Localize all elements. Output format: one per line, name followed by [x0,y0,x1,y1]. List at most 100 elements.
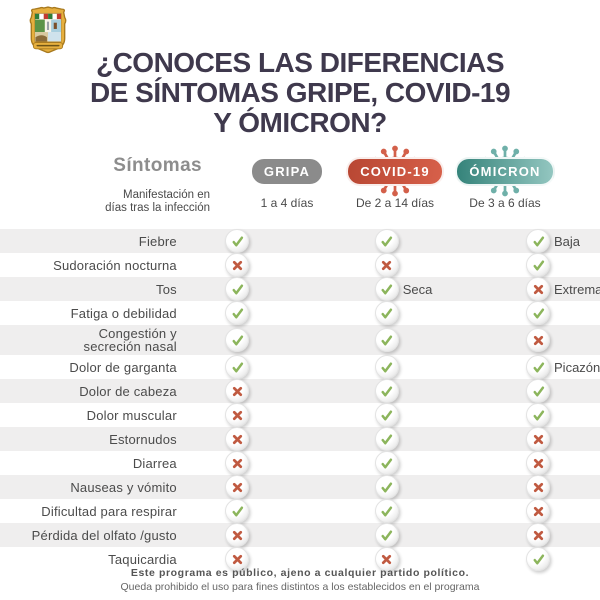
covid-cell [298,379,477,403]
mark-note: Seca [402,281,433,297]
covid-cell [298,499,477,523]
mark-badge [374,523,399,547]
mark-badge [374,499,399,523]
symptoms-header: Síntomas [113,155,202,176]
gripa-cell [177,427,298,451]
check-icon [232,284,243,294]
check-icon [533,260,544,270]
footer-disclaimer: Este programa es público, ajeno a cualqu… [0,567,600,593]
cross-icon [382,554,392,564]
cross-icon [533,284,543,294]
gripa-cell [177,277,298,301]
symptoms-table: Fiebre [0,229,600,571]
mark-badge [526,253,551,277]
covid-badge: COVID-19 [346,156,444,186]
column-header-omicron: ÓMICRON De 3 a 6 días [445,145,565,210]
check-icon [232,308,243,318]
table-row: Dolor muscular [0,403,600,427]
cross-icon [232,434,242,444]
mark-badge [526,547,551,571]
check-icon [381,386,393,396]
mark-badge [225,301,250,325]
table-row: Dificultad para respirar [0,499,600,523]
cross-icon [533,482,543,492]
symptom-label: Dolor muscular [86,407,177,423]
mark-badge [526,427,551,451]
symptom-label: Estornudos [109,431,177,447]
coat-of-arms-icon [29,6,67,54]
mark-badge [225,475,250,499]
cross-icon [232,260,242,270]
table-row: Sudoración nocturna [0,253,600,277]
mark-badge [374,403,399,427]
mark-badge [225,499,250,523]
covid-cell [298,547,477,571]
covid-cell [298,328,477,352]
omicron-cell [476,328,600,352]
cross-icon [533,530,543,540]
mark-badge [374,355,399,379]
mark-badge [374,379,399,403]
mark-badge [225,277,250,301]
check-icon [381,458,393,468]
check-icon [381,530,393,540]
cross-icon [232,386,242,396]
mark-badge [225,253,250,277]
check-icon [381,236,393,246]
mark-badge [374,475,399,499]
table-row: Congestión y secreción nasal [0,325,600,355]
mark-badge [526,379,551,403]
covid-cell [298,403,477,427]
check-icon [381,410,393,420]
symptom-label: Pérdida del olfato /gusto [31,527,177,543]
gripa-cell [177,355,298,379]
gripa-cell [177,475,298,499]
table-header: Síntomas Manifestación en días tras la i… [0,145,600,228]
footer-disclaimer-note: Queda prohibido el uso para fines distin… [120,581,480,593]
footer-disclaimer-bold: Este programa es público, ajeno a cualqu… [130,567,470,579]
check-icon [381,284,393,294]
covid-incubation: De 2 a 14 días [355,196,435,210]
page-title-line-2: DE SÍNTOMAS GRIPE, COVID-19 [89,77,511,108]
mark-badge [374,547,399,571]
table-row: Fiebre [0,229,600,253]
gripa-cell [177,547,298,571]
page-title-line-3: Y ÓMICRON? [213,107,387,138]
omicron-cell: Baja [476,229,600,253]
table-row: Dolor de cabeza [0,379,600,403]
check-icon [381,362,393,372]
mark-badge [225,451,250,475]
symptom-label: Nauseas y vómito [70,479,177,495]
omicron-cell [476,253,600,277]
mark-badge [526,499,551,523]
symptom-label: Dolor de cabeza [79,383,177,399]
omicron-incubation: De 3 a 6 días [469,196,541,210]
omicron-cell [476,427,600,451]
table-row: Diarrea [0,451,600,475]
check-icon [381,482,393,492]
page-title-line-1: ¿CONOCES LAS DIFERENCIAS [95,47,505,78]
omicron-cell [476,301,600,325]
mark-badge [526,475,551,499]
mark-badge [374,229,399,253]
mark-badge [526,229,551,253]
omicron-badge: ÓMICRON [455,156,555,186]
symptom-label: Fatiga o debilidad [70,305,177,321]
gripa-cell [177,301,298,325]
mark-badge [526,301,551,325]
mark-badge [526,277,551,301]
mark-badge [225,355,250,379]
omicron-cell [476,451,600,475]
cross-icon [533,434,543,444]
table-row: Nauseas y vómito [0,475,600,499]
cross-icon [232,482,242,492]
gripa-cell [177,328,298,352]
mark-badge [374,427,399,451]
mark-badge [225,328,250,352]
mark-badge [225,403,250,427]
cross-icon [533,335,543,345]
check-icon [232,236,243,246]
table-row: Dolor de garganta [0,355,600,379]
mark-badge [225,547,250,571]
mark-badge [374,253,399,277]
